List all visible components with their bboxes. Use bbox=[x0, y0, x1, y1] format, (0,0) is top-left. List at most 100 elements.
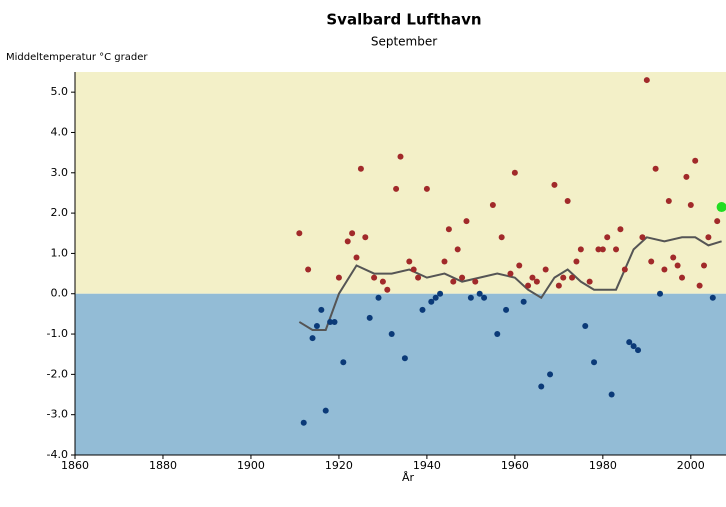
data-point bbox=[643, 77, 650, 84]
data-point bbox=[406, 258, 413, 265]
data-point bbox=[687, 202, 694, 209]
data-point bbox=[705, 234, 712, 241]
x-tick-label: 1920 bbox=[325, 459, 353, 472]
data-point bbox=[525, 282, 532, 289]
x-tick-label: 1960 bbox=[501, 459, 529, 472]
y-tick-label: -1.0 bbox=[47, 327, 68, 340]
data-point bbox=[371, 274, 378, 281]
data-point bbox=[357, 165, 364, 172]
data-point bbox=[520, 298, 527, 305]
data-point bbox=[551, 181, 558, 188]
data-point bbox=[657, 290, 664, 297]
data-point bbox=[630, 343, 637, 350]
data-point bbox=[481, 294, 488, 301]
x-tick-label: 1980 bbox=[589, 459, 617, 472]
data-point bbox=[459, 274, 466, 281]
above-normal-band bbox=[75, 72, 726, 294]
data-point bbox=[573, 258, 580, 265]
data-point bbox=[309, 335, 316, 342]
data-point bbox=[366, 314, 373, 321]
data-point bbox=[696, 282, 703, 289]
data-point bbox=[445, 226, 452, 233]
data-point bbox=[507, 270, 514, 277]
data-point bbox=[441, 258, 448, 265]
x-tick-label: 1900 bbox=[237, 459, 265, 472]
data-point bbox=[683, 173, 690, 180]
data-point bbox=[591, 359, 598, 366]
below-normal-band bbox=[75, 293, 726, 455]
data-point bbox=[599, 246, 606, 253]
data-point bbox=[467, 294, 474, 301]
data-point bbox=[388, 331, 395, 338]
data-point bbox=[674, 262, 681, 269]
data-point bbox=[472, 278, 479, 285]
x-axis-label: År bbox=[402, 471, 415, 484]
data-point bbox=[701, 262, 708, 269]
data-point bbox=[617, 226, 624, 233]
data-point bbox=[709, 294, 716, 301]
y-tick-label: 2.0 bbox=[51, 206, 69, 219]
data-point bbox=[670, 254, 677, 261]
data-point bbox=[538, 383, 545, 390]
y-tick-label: 3.0 bbox=[51, 166, 69, 179]
data-point bbox=[463, 218, 470, 225]
data-point bbox=[340, 359, 347, 366]
y-tick-label: -2.0 bbox=[47, 367, 68, 380]
data-point bbox=[450, 278, 457, 285]
data-point bbox=[652, 165, 659, 172]
data-point bbox=[313, 322, 320, 329]
data-point bbox=[353, 254, 360, 261]
data-point bbox=[410, 266, 417, 273]
data-point bbox=[648, 258, 655, 265]
data-point bbox=[305, 266, 312, 273]
y-tick-label: 1.0 bbox=[51, 246, 69, 259]
data-point bbox=[626, 339, 633, 346]
data-point bbox=[393, 185, 400, 192]
data-point bbox=[296, 230, 303, 237]
data-point bbox=[327, 318, 334, 325]
data-point bbox=[419, 306, 426, 313]
data-point bbox=[423, 185, 430, 192]
data-point bbox=[547, 371, 554, 378]
data-point bbox=[454, 246, 461, 253]
data-point bbox=[529, 274, 536, 281]
data-point bbox=[679, 274, 686, 281]
data-point bbox=[635, 347, 642, 354]
data-point bbox=[569, 274, 576, 281]
chart-subtitle: September bbox=[371, 35, 437, 49]
data-point bbox=[401, 355, 408, 362]
data-point bbox=[511, 169, 518, 176]
y-tick-label: 5.0 bbox=[51, 85, 69, 98]
data-point bbox=[335, 274, 342, 281]
data-point bbox=[577, 246, 584, 253]
data-point bbox=[714, 218, 721, 225]
data-point bbox=[494, 331, 501, 338]
data-point bbox=[564, 198, 571, 205]
data-point bbox=[300, 419, 307, 426]
y-tick-label: 4.0 bbox=[51, 125, 69, 138]
data-point bbox=[555, 282, 562, 289]
data-point bbox=[665, 198, 672, 205]
data-point bbox=[397, 153, 404, 160]
data-point bbox=[379, 278, 386, 285]
data-point bbox=[498, 234, 505, 241]
x-tick-label: 1940 bbox=[413, 459, 441, 472]
data-point bbox=[437, 290, 444, 297]
x-tick-label: 2000 bbox=[677, 459, 705, 472]
data-point bbox=[621, 266, 628, 273]
data-point bbox=[489, 202, 496, 209]
data-point bbox=[542, 266, 549, 273]
data-point bbox=[428, 298, 435, 305]
data-point bbox=[476, 290, 483, 297]
data-point bbox=[692, 157, 699, 164]
data-point bbox=[586, 278, 593, 285]
trend-line bbox=[298, 236, 722, 332]
chart-title: Svalbard Lufthavn bbox=[326, 11, 481, 29]
y-tick-label: 0.0 bbox=[51, 287, 69, 300]
data-point bbox=[604, 234, 611, 241]
data-point bbox=[595, 246, 602, 253]
y-tick-label: -4.0 bbox=[47, 448, 68, 461]
data-point bbox=[516, 262, 523, 269]
data-point bbox=[384, 286, 391, 293]
data-point bbox=[608, 391, 615, 398]
